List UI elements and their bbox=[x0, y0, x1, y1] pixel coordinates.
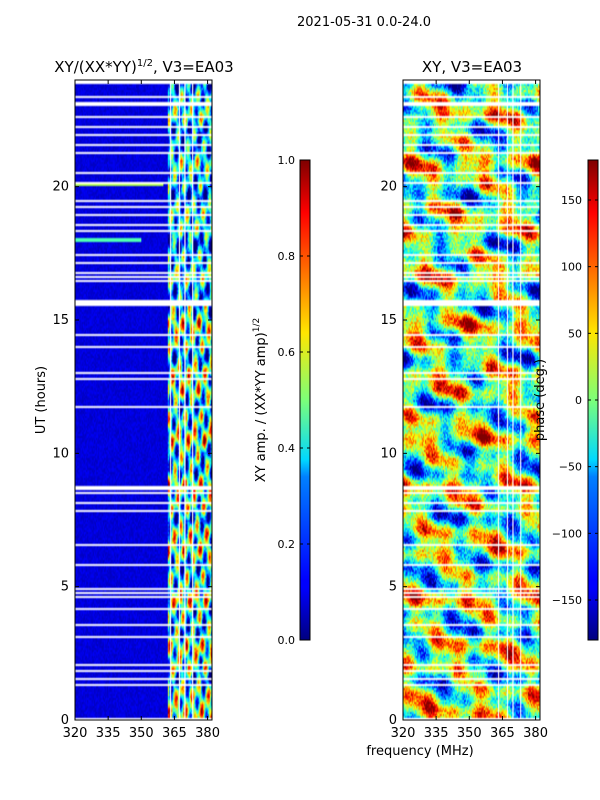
colorbar-tick-label: 0.0 bbox=[278, 634, 296, 647]
x-tick-label: 350 bbox=[129, 726, 154, 741]
amplitude-colorbar-label: XY amp. / (XX*YY amp)1/2 bbox=[252, 318, 269, 482]
x-tick-label: 335 bbox=[96, 726, 121, 741]
colorbar-tick-label: 150 bbox=[561, 194, 582, 207]
x-tick-label: 350 bbox=[457, 726, 482, 741]
x-tick-label: 380 bbox=[523, 726, 548, 741]
x-tick-label: 320 bbox=[63, 726, 88, 741]
phase-axis-ticks: 320 335 350 365 380 0 5 10 15 20 bbox=[380, 80, 548, 741]
figure-suptitle: 2021-05-31 0.0-24.0 bbox=[297, 15, 431, 30]
y-tick-label: 5 bbox=[389, 580, 397, 595]
y-tick-label: 0 bbox=[61, 713, 69, 728]
amplitude-colorbar: 0.0 0.2 0.4 0.6 0.8 1.0 XY amp. / (XX*YY amp)… bbox=[252, 154, 311, 647]
phase-panel-title: XY, V3=EA03 bbox=[422, 58, 522, 76]
phase-colorbar: −150 −100 −50 0 50 100 150 phase (deg.) bbox=[533, 159, 599, 641]
y-tick-label: 0 bbox=[389, 713, 397, 728]
amplitude-ylabel: UT (hours) bbox=[34, 366, 49, 434]
colorbar-tick-label: −100 bbox=[552, 527, 582, 540]
phase-heatmap bbox=[403, 80, 540, 720]
x-tick-label: 365 bbox=[490, 726, 515, 741]
y-tick-label: 5 bbox=[61, 580, 69, 595]
colorbar-tick-label: 0.8 bbox=[278, 250, 296, 263]
y-tick-label: 15 bbox=[52, 313, 69, 328]
y-tick-label: 10 bbox=[52, 446, 69, 461]
colorbar-tick-label: −50 bbox=[559, 461, 582, 474]
colorbar-tick-label: 100 bbox=[561, 261, 582, 274]
colorbar-tick-label: 0.6 bbox=[278, 346, 296, 359]
amplitude-heatmap bbox=[75, 80, 212, 720]
colorbar-tick-label: −150 bbox=[552, 594, 582, 607]
y-tick-label: 20 bbox=[380, 180, 397, 195]
x-tick-label: 380 bbox=[195, 726, 220, 741]
y-tick-label: 10 bbox=[380, 446, 397, 461]
shared-xlabel: frequency (MHz) bbox=[366, 744, 473, 759]
x-tick-label: 365 bbox=[162, 726, 187, 741]
phase-plot-frame bbox=[402, 79, 541, 721]
amplitude-colorbar-scale bbox=[299, 159, 311, 641]
amplitude-plot-frame bbox=[74, 79, 213, 721]
phase-colorbar-label: phase (deg.) bbox=[533, 359, 548, 441]
amplitude-panel: XY/(XX*YY)1/2, V3=EA03 320 335 350 365 380 0 5… bbox=[34, 58, 234, 741]
phase-colorbar-ticks: −150 −100 −50 0 50 100 150 bbox=[552, 194, 598, 607]
phase-panel: XY, V3=EA03 320 335 350 365 380 0 5 10 15 20 bbox=[380, 58, 548, 741]
amplitude-panel-title: XY/(XX*YY)1/2, V3=EA03 bbox=[54, 58, 233, 76]
colorbar-tick-label: 0.2 bbox=[278, 538, 296, 551]
colorbar-tick-label: 0 bbox=[575, 394, 582, 407]
colorbar-tick-label: 1.0 bbox=[278, 154, 296, 167]
colorbar-tick-label: 50 bbox=[568, 327, 582, 340]
x-tick-label: 335 bbox=[424, 726, 449, 741]
y-tick-label: 20 bbox=[52, 180, 69, 195]
colorbar-tick-label: 0.4 bbox=[278, 442, 296, 455]
y-tick-label: 15 bbox=[380, 313, 397, 328]
amplitude-axis-ticks: 320 335 350 365 380 0 5 10 15 20 bbox=[52, 80, 220, 741]
amplitude-colorbar-ticks: 0.0 0.2 0.4 0.6 0.8 1.0 bbox=[278, 154, 310, 647]
x-tick-label: 320 bbox=[391, 726, 416, 741]
